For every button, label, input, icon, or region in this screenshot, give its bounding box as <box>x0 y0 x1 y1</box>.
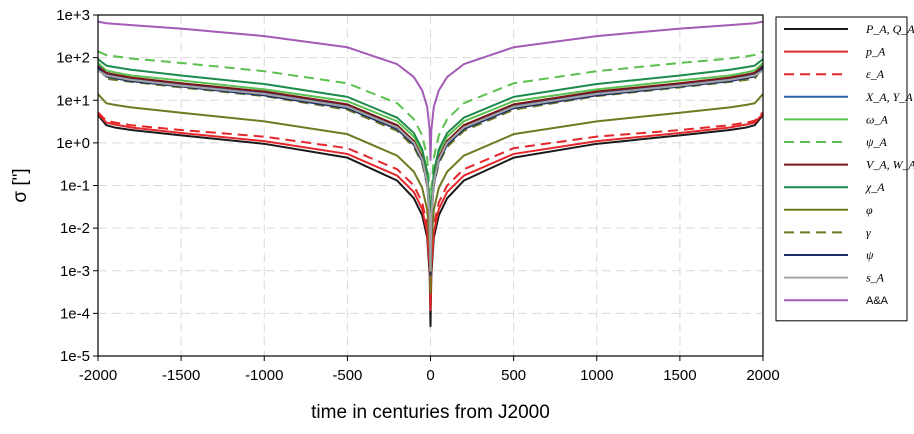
legend-label-11: s_A <box>866 271 885 285</box>
x-axis: -2000 -1500 -1000 -500 0 500 1000 1500 2000 <box>79 356 780 384</box>
legend-label-6: V_A, W_A <box>866 158 914 172</box>
legend-label-1: p_A <box>865 45 886 59</box>
y-axis-label: σ ["] <box>10 168 31 202</box>
legend-label-8: φ <box>866 203 873 217</box>
x-tick-label: 2000 <box>746 367 779 384</box>
x-axis-label: time in centuries from J2000 <box>311 402 550 423</box>
x-tick-label: -1500 <box>162 367 200 384</box>
x-tick-label: 1000 <box>580 367 613 384</box>
legend-label-7: χ_A <box>865 180 885 194</box>
y-tick-label: 1e+2 <box>56 50 90 67</box>
x-tick-label: -1000 <box>245 367 283 384</box>
legend-label-9: γ <box>866 225 871 239</box>
y-tick-label: 1e-3 <box>60 263 90 280</box>
legend-label-10: ψ <box>866 248 874 262</box>
legend-label-0: P_A, Q_A <box>865 22 914 36</box>
y-tick-label: 1e-1 <box>60 178 90 195</box>
y-axis: 1e-5 1e-4 1e-3 1e-2 1e-1 1e+0 1e+1 1e+2 1e+3 <box>56 7 98 365</box>
x-tick-label: 1500 <box>663 367 696 384</box>
y-tick-label: 1e+3 <box>56 7 90 24</box>
legend-label-12: A&A <box>866 295 889 307</box>
y-tick-label: 1e+1 <box>56 92 90 109</box>
y-tick-label: 1e-4 <box>60 305 90 322</box>
x-tick-label: -500 <box>332 367 362 384</box>
x-tick-label: -2000 <box>79 367 117 384</box>
legend-label-4: ω_A <box>866 112 888 126</box>
y-tick-label: 1e+0 <box>56 135 90 152</box>
y-tick-label: 1e-5 <box>60 348 90 365</box>
x-tick-label: 0 <box>426 367 434 384</box>
x-tick-label: 500 <box>501 367 526 384</box>
legend: P_A, Q_A p_A ε_A X_A, Y_A ω_A ψ_A V_A, W_A χ_A φ… <box>776 17 914 321</box>
legend-label-3: X_A, Y_A <box>865 90 913 104</box>
legend-label-2: ε_A <box>866 67 885 81</box>
y-tick-label: 1e-2 <box>60 220 90 237</box>
legend-label-5: ψ_A <box>866 135 887 149</box>
